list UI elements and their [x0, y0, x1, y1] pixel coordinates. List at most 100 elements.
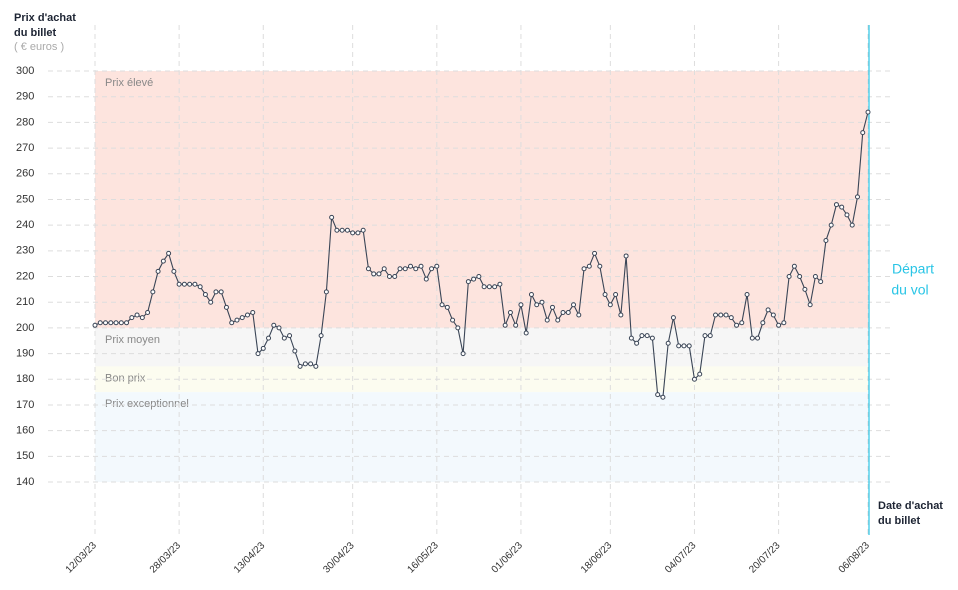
point: [502, 322, 508, 328]
point: [555, 317, 561, 323]
band-label: Bon prix: [105, 372, 146, 384]
point: [597, 263, 603, 269]
point: [271, 322, 277, 328]
point: [397, 266, 403, 272]
point: [329, 214, 335, 220]
point: [287, 333, 293, 339]
point: [118, 320, 124, 326]
y-tick-label: 290: [16, 91, 34, 103]
point: [476, 274, 482, 279]
point: [134, 312, 140, 318]
point: [339, 227, 345, 233]
point: [234, 317, 240, 323]
band-label: Prix élevé: [105, 77, 153, 89]
point: [812, 274, 818, 279]
y-tick-label: 160: [16, 425, 34, 437]
annotation: Départ: [892, 261, 934, 277]
point: [181, 281, 187, 287]
point: [660, 394, 666, 400]
point: [670, 315, 676, 321]
point: [691, 376, 697, 382]
y-title: Prix d'achat: [14, 12, 76, 24]
point: [760, 320, 766, 326]
y-tick-label: 200: [16, 322, 34, 334]
point: [497, 281, 503, 287]
point: [723, 312, 729, 318]
point: [360, 227, 366, 233]
point: [444, 304, 450, 310]
point: [707, 333, 713, 339]
point: [350, 230, 356, 236]
point: [644, 333, 650, 339]
point: [129, 315, 135, 321]
x-title: Date d'achat: [878, 500, 943, 512]
point: [318, 333, 324, 339]
x-tick-label: 30/04/23: [321, 540, 357, 576]
point: [807, 302, 813, 308]
point: [455, 325, 461, 331]
point: [613, 291, 619, 297]
point: [323, 289, 329, 295]
x-tick-label: 28/03/23: [148, 540, 184, 576]
y-unit: ( € euros ): [14, 41, 64, 53]
point: [103, 320, 109, 326]
point: [544, 317, 550, 323]
x-tick-label: 06/08/23: [837, 540, 873, 576]
point: [139, 315, 145, 321]
band: [95, 392, 868, 482]
point: [518, 302, 524, 308]
point: [523, 330, 529, 336]
point: [244, 312, 250, 318]
point: [297, 363, 303, 369]
point: [302, 361, 308, 367]
point: [266, 335, 272, 341]
point: [160, 258, 166, 264]
point: [581, 266, 587, 272]
y-tick-label: 150: [16, 450, 34, 462]
y-tick-label: 220: [16, 270, 34, 282]
point: [560, 309, 566, 315]
point: [439, 302, 445, 308]
point: [844, 212, 850, 218]
band: [95, 327, 868, 367]
point: [702, 333, 708, 339]
point: [770, 312, 776, 318]
point: [776, 322, 782, 328]
background: Prix élevé Prix moyen Bon prix Prix excepti…: [95, 71, 868, 482]
point: [739, 320, 745, 326]
point: [97, 320, 103, 326]
point: [628, 335, 634, 341]
point: [565, 309, 571, 315]
point: [334, 227, 340, 233]
point: [355, 230, 361, 236]
point: [676, 343, 682, 349]
point: [534, 302, 540, 308]
point: [713, 312, 719, 318]
point: [528, 291, 534, 297]
point: [276, 325, 282, 331]
y-title: du billet: [14, 27, 57, 39]
y-tick-label: 300: [16, 65, 34, 77]
y-tick-label: 270: [16, 142, 34, 154]
point: [802, 286, 808, 292]
point: [592, 250, 598, 256]
point: [381, 266, 387, 272]
point: [549, 304, 555, 310]
point: [418, 263, 424, 269]
point: [665, 340, 671, 346]
point: [571, 302, 577, 308]
point: [781, 320, 787, 326]
point: [145, 309, 151, 315]
point: [655, 392, 661, 398]
point: [108, 320, 114, 326]
point: [408, 263, 414, 269]
point: [839, 204, 845, 210]
point: [171, 268, 177, 274]
point: [192, 281, 198, 287]
point: [639, 333, 645, 339]
point: [744, 291, 750, 297]
point: [539, 299, 545, 305]
point: [413, 266, 419, 272]
point: [197, 284, 203, 290]
